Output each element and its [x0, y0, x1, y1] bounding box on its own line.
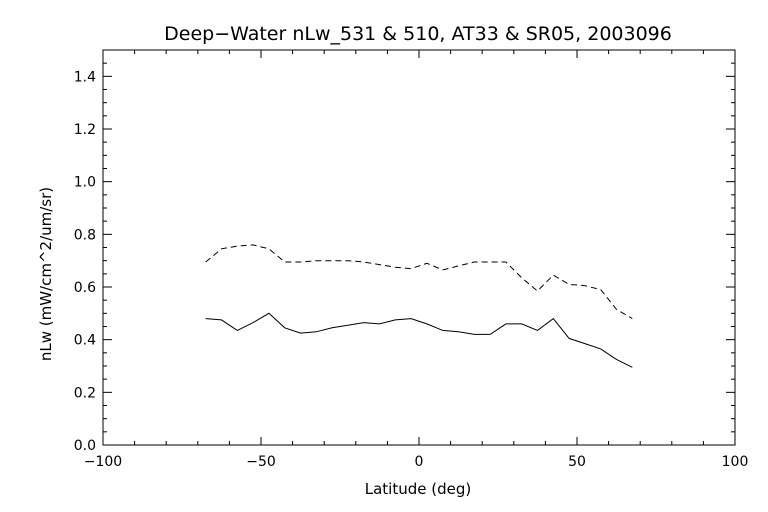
x-tick-label: −50 — [246, 454, 276, 470]
plot-frame — [102, 49, 736, 446]
x-tick-label: 100 — [722, 454, 749, 470]
y-tick-label: 0.0 — [74, 438, 96, 454]
x-tick-label: −100 — [84, 454, 122, 470]
x-axis-label: Latitude (deg) — [365, 480, 471, 498]
y-tick-label: 0.2 — [74, 385, 96, 401]
chart-title: Deep−Water nLw_531 & 510, AT33 & SR05, 2… — [164, 23, 672, 45]
series-layer — [205, 244, 633, 368]
x-tick-label: 0 — [415, 454, 424, 470]
series-line-solid — [205, 312, 633, 368]
y-tick-label: 0.8 — [74, 227, 96, 243]
y-tick-label: 0.6 — [74, 280, 96, 296]
x-axis: −100 −50 0 50 100 — [84, 50, 749, 470]
y-axis-label: nLw (mW/cm^2/um/sr) — [37, 187, 55, 361]
y-tick-label: 1.0 — [74, 175, 96, 191]
y-tick-label: 1.4 — [74, 69, 96, 85]
y-axis: 0.0 0.2 0.4 0.6 0.8 1.0 1.2 1.4 — [74, 62, 735, 454]
series-line-dashed — [205, 244, 633, 320]
y-tick-label: 1.2 — [74, 122, 96, 138]
y-tick-label: 0.4 — [74, 333, 96, 349]
x-tick-label: 50 — [568, 454, 586, 470]
